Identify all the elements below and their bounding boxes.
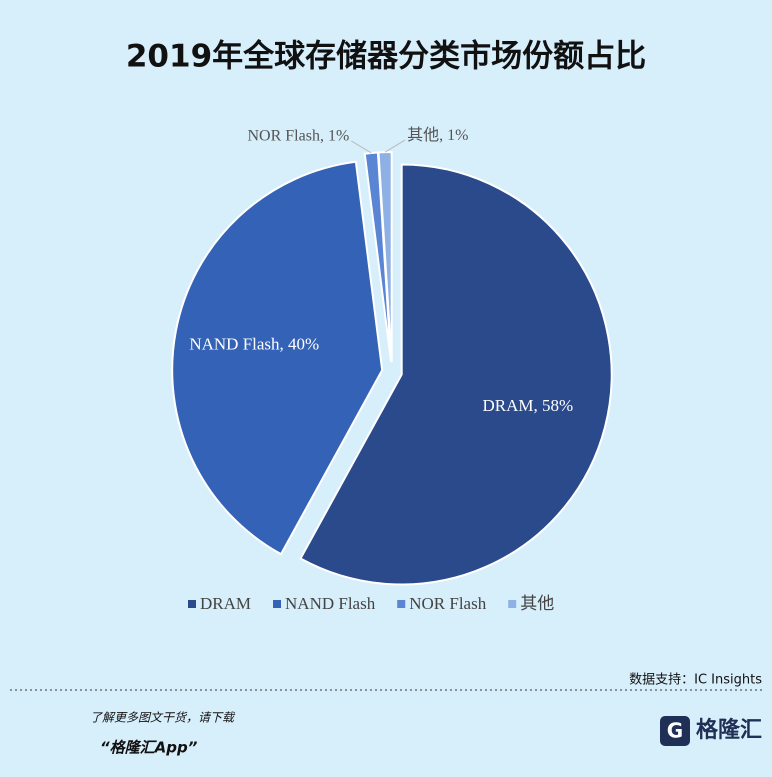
legend-label: NAND Flash (285, 594, 376, 613)
legend-swatch (397, 600, 406, 608)
leader-line (351, 140, 372, 154)
logo-icon-letter: G (667, 719, 683, 743)
data-label: NAND Flash, 40% (189, 335, 319, 354)
legend: DRAM NAND Flash NOR Flash 其他 (188, 594, 554, 613)
legend-label: 其他 (520, 594, 554, 613)
chart-title: 2019年全球存储器分类市场份额占比 (126, 39, 646, 75)
legend-swatch (508, 600, 517, 608)
logo-icon (660, 716, 690, 746)
footer-app: “格隆汇App” (100, 739, 198, 757)
data-label: DRAM, 58% (482, 396, 573, 415)
pie-slice (299, 163, 613, 586)
logo-text: 格隆汇 (696, 717, 762, 743)
data-label: NOR Flash, 1% (248, 128, 350, 145)
data-label: 其他, 1% (407, 126, 468, 144)
leader-line (384, 139, 406, 153)
source: 数据支持：IC Insights (629, 673, 762, 688)
legend-label: DRAM (200, 594, 251, 613)
footer-prompt: 了解更多图文干货，请下载 (90, 711, 236, 725)
legend-swatch (273, 600, 282, 608)
legend-label: NOR Flash (409, 594, 486, 613)
pie-slice (171, 160, 384, 556)
legend-swatch (188, 600, 196, 608)
pie: DRAM, 58% NAND Flash, 40% NOR Flash, 1% 其他,… (171, 126, 613, 586)
